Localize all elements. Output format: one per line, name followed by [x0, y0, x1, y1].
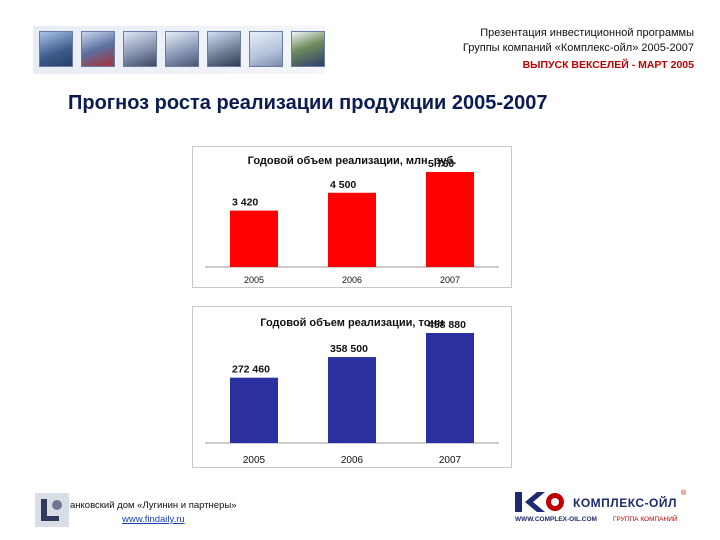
registered-mark: ®	[681, 490, 687, 497]
findaily-link[interactable]: www.findaily.ru	[122, 514, 185, 525]
bar-2006	[328, 192, 376, 267]
x-tick-label: 2007	[439, 455, 462, 466]
x-tick-label: 2005	[243, 455, 266, 466]
data-label: 4 500	[330, 179, 356, 191]
brand-group: ГРУППА КОМПАНИЙ	[613, 516, 678, 523]
bar-2005	[230, 210, 278, 267]
header-line2: Группы компаний «Комплекс-ойл» 2005-2007	[462, 42, 694, 54]
brand-url: WWW.COMPLEX-OIL.COM	[515, 516, 597, 523]
plant-photo	[165, 31, 199, 67]
header-photo-strip	[33, 26, 325, 74]
bar-2005	[230, 377, 278, 443]
valve-photo	[81, 31, 115, 67]
bridge-photo	[207, 31, 241, 67]
x-tick-label: 2006	[341, 455, 364, 466]
chart-revenue-rub-svg: 3 420 2005 4 500 2006 5 760 2007	[205, 158, 499, 285]
bank-house-logo	[35, 493, 69, 527]
refinery-photo	[123, 31, 157, 67]
chart-revenue-rub: Годовой объем реализации, млн. руб. 3 42…	[192, 146, 512, 288]
data-label: 458 880	[428, 319, 466, 331]
data-label: 358 500	[330, 343, 368, 355]
x-tick-label: 2006	[342, 275, 362, 285]
header-line1: Презентация инвестиционной программы	[480, 27, 694, 39]
complex-oil-logo: КОМПЛЕКС-ОЙЛ WWW.COMPLEX-OIL.COM ГРУППА …	[515, 490, 693, 528]
oil-derrick-photo	[39, 31, 73, 67]
data-label: 3 420	[232, 197, 258, 209]
chart-title: Годовой объем реализации, млн. руб.	[247, 155, 457, 167]
brand-name: КОМПЛЕКС-ОЙЛ	[573, 496, 677, 510]
bar-2007	[426, 172, 474, 267]
data-label: 272 460	[232, 364, 270, 376]
header-line3: ВЫПУСК ВЕКСЕЛЕЙ - МАРТ 2005	[522, 59, 694, 71]
page-title: Прогноз роста реализации продукции 2005-…	[68, 92, 548, 114]
chart-volume-tonnes-svg: 272 460 2005 358 500 2006 458 880 2007	[205, 319, 499, 466]
complex-oil-mark-icon	[515, 492, 564, 512]
data-label: 5 760	[428, 158, 454, 170]
workers-photo	[291, 31, 325, 67]
bar-2007	[426, 333, 474, 443]
bar-2006	[328, 357, 376, 443]
x-tick-label: 2007	[440, 275, 460, 285]
x-tick-label: 2005	[244, 275, 264, 285]
footer-left-text: анковский дом «Лугинин и партнеры»	[70, 500, 237, 511]
tower-photo	[249, 31, 283, 67]
header-text: Презентация инвестиционной программы Гру…	[463, 26, 694, 73]
chart-volume-tonnes: Годовой объем реализации, тонн 272 460 20…	[192, 306, 512, 468]
chart-title: Годовой объем реализации, тонн	[260, 317, 444, 329]
